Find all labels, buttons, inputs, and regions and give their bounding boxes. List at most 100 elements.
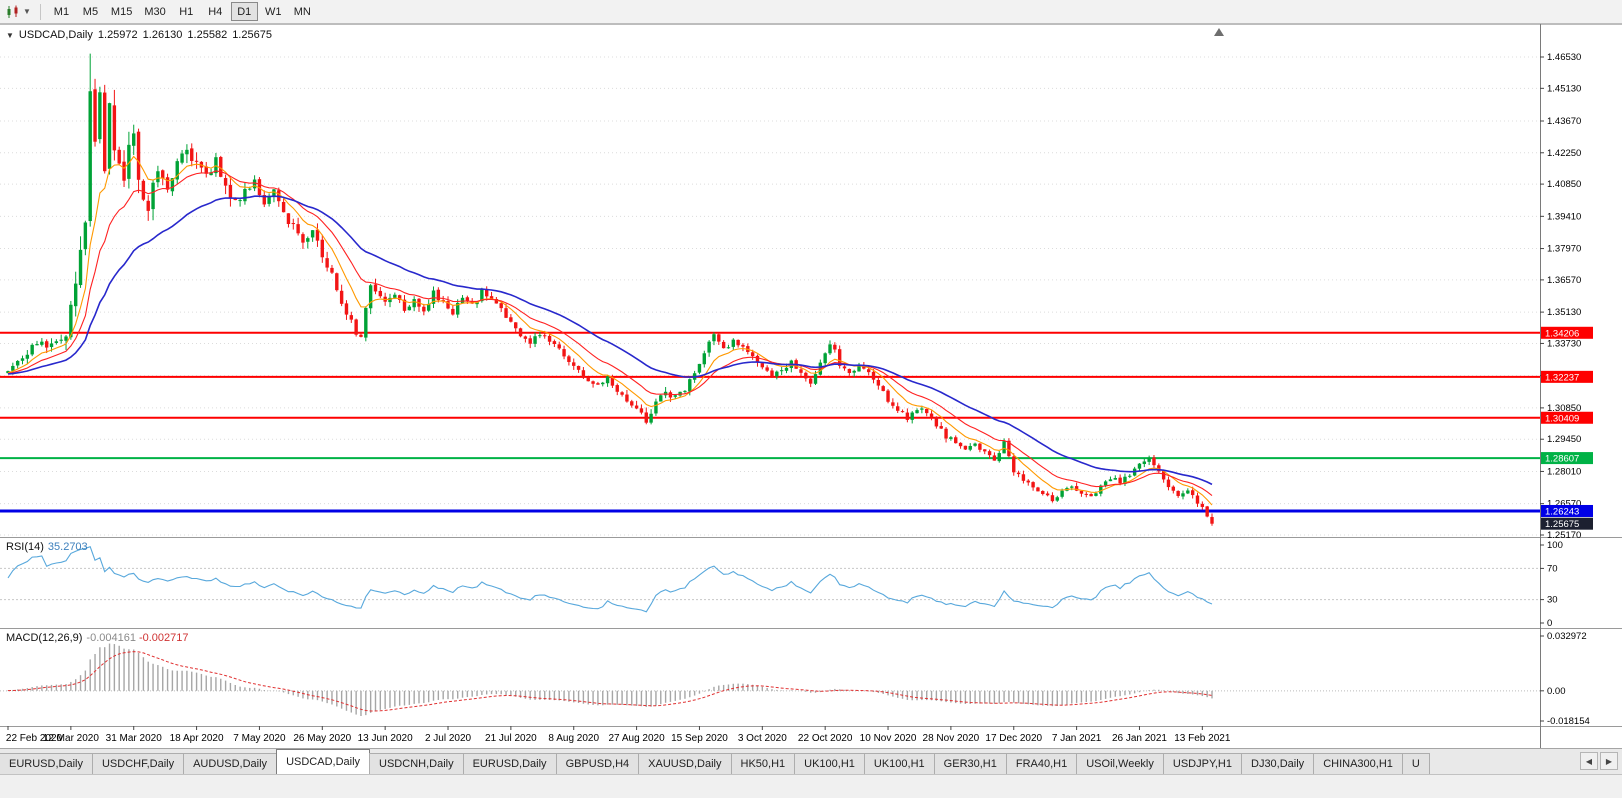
price-level-badge bbox=[1541, 504, 1593, 517]
timeframe-m1-button[interactable]: M1 bbox=[48, 2, 75, 21]
price-tick-label: 1.28010 bbox=[1547, 466, 1581, 477]
macd-indicator-label: MACD(12,26,9) -0.004161 -0.002717 bbox=[6, 632, 189, 644]
macd-plot bbox=[0, 643, 1540, 717]
chart-tab-china300-h1[interactable]: CHINA300,H1 bbox=[1313, 753, 1403, 774]
date-tick-label: 15 Sep 2020 bbox=[671, 733, 728, 744]
chart-tab-hk50-h1[interactable]: HK50,H1 bbox=[730, 753, 796, 774]
timeframe-h4-button[interactable]: H4 bbox=[202, 2, 229, 21]
symbol-dropdown-icon[interactable]: ▼ bbox=[6, 30, 14, 40]
date-tick-label: 3 Oct 2020 bbox=[738, 733, 787, 744]
timeframe-w1-button[interactable]: W1 bbox=[260, 2, 287, 21]
chart-tab-ger30-h1[interactable]: GER30,H1 bbox=[933, 753, 1007, 774]
tabs-scroll-left-button[interactable]: ◀ bbox=[1580, 752, 1598, 770]
timeframe-m15-button[interactable]: M15 bbox=[106, 2, 137, 21]
price-level-label: 1.30409 bbox=[1545, 413, 1579, 424]
chart-tab-usoil-weekly[interactable]: USOil,Weekly bbox=[1076, 753, 1164, 774]
chart-tab-u[interactable]: U bbox=[1401, 753, 1430, 774]
macd-name: MACD(12,26,9) bbox=[6, 632, 83, 644]
date-tick-label: 28 Nov 2020 bbox=[923, 733, 980, 744]
chart-tab-eurusd-daily[interactable]: EURUSD,Daily bbox=[0, 753, 93, 774]
chart-tab-usdcad-daily[interactable]: USDCAD,Daily bbox=[276, 749, 371, 774]
price-tick-label: 1.46530 bbox=[1547, 52, 1581, 63]
tabs-scroll-right-button[interactable]: ▶ bbox=[1600, 752, 1618, 770]
chart-tab-dj30-daily[interactable]: DJ30,Daily bbox=[1241, 753, 1315, 774]
close-value: 1.25675 bbox=[232, 29, 272, 41]
chart-tab-usdcnh-daily[interactable]: USDCNH,Daily bbox=[369, 753, 464, 774]
price-level-label: 1.28607 bbox=[1545, 454, 1579, 465]
date-tick-label: 22 Feb 2020 bbox=[6, 733, 63, 744]
moving-average-fast-orange bbox=[7, 155, 1213, 506]
date-tick-label: 12 Mar 2020 bbox=[43, 733, 100, 744]
price-tick-label: 1.39410 bbox=[1547, 211, 1581, 222]
high-value: 1.26130 bbox=[142, 29, 183, 41]
chart-type-caret-icon[interactable]: ▼ bbox=[23, 7, 31, 16]
date-tick-label: 13 Feb 2021 bbox=[1174, 733, 1231, 744]
timeframe-m30-button[interactable]: M30 bbox=[139, 2, 170, 21]
price-chart-canvas[interactable]: 1.46530 1.45130 1.43670 1.42250 1.40850 1.394… bbox=[0, 24, 1622, 748]
price-level-label: 1.34206 bbox=[1545, 328, 1579, 339]
chart-tab-usdjpy-h1[interactable]: USDJPY,H1 bbox=[1162, 753, 1242, 774]
macd-signal-value: -0.002717 bbox=[138, 632, 189, 644]
timeframe-group: M1 M5 M15 M30 H1 H4 D1 W1 MN bbox=[47, 2, 317, 22]
price-tick-label: 1.33730 bbox=[1547, 338, 1581, 349]
price-tick-label: 1.36570 bbox=[1547, 275, 1581, 286]
current-price-badge bbox=[1541, 517, 1593, 530]
candlesticks[interactable] bbox=[6, 53, 1214, 526]
chart-tab-xauusd-daily[interactable]: XAUUSD,Daily bbox=[638, 753, 732, 774]
price-level-badge bbox=[1541, 326, 1593, 339]
chart-shift-marker[interactable] bbox=[1214, 28, 1224, 36]
date-tick-label: 13 Jun 2020 bbox=[358, 733, 413, 744]
timeframe-d1-button[interactable]: D1 bbox=[230, 2, 258, 22]
price-tick-label: 1.35130 bbox=[1547, 307, 1581, 318]
current-price-label: 1.25675 bbox=[1545, 519, 1579, 530]
price-tick-label: 1.26570 bbox=[1547, 499, 1581, 510]
macd-tick-label: 0.032972 bbox=[1547, 631, 1587, 642]
chart-tab-audusd-daily[interactable]: AUDUSD,Daily bbox=[183, 753, 278, 774]
rsi-indicator-label: RSI(14) 35.2703 bbox=[6, 541, 88, 553]
chart-tab-uk100-h1[interactable]: UK100,H1 bbox=[794, 753, 865, 774]
rsi-value: 35.2703 bbox=[47, 541, 88, 553]
price-gridlines bbox=[0, 56, 1540, 536]
chart-title: ▼ USDCAD,Daily 1.25972 1.26130 1.25582 1… bbox=[6, 29, 272, 41]
timeframe-m5-button[interactable]: M5 bbox=[77, 2, 104, 21]
rsi-plot bbox=[0, 545, 1540, 613]
date-tick-label: 27 Aug 2020 bbox=[609, 733, 666, 744]
chart-tab-gbpusd-h4[interactable]: GBPUSD,H4 bbox=[555, 753, 640, 774]
price-level-badge bbox=[1541, 411, 1593, 424]
timeframe-h1-button[interactable]: H1 bbox=[173, 2, 200, 21]
chart-tabs: EURUSD,Daily USDCHF,Daily AUDUSD,Daily USDC… bbox=[0, 748, 1576, 774]
status-bar bbox=[0, 774, 1622, 798]
chart-tabbar: EURUSD,Daily USDCHF,Daily AUDUSD,Daily USDC… bbox=[0, 748, 1622, 774]
open-value: 1.25972 bbox=[97, 29, 138, 41]
candlestick-chart-glyph bbox=[7, 5, 18, 18]
price-level-label: 1.26243 bbox=[1545, 506, 1579, 517]
timeframe-mn-button[interactable]: MN bbox=[289, 2, 316, 21]
rsi-tick-label: 100 bbox=[1547, 540, 1563, 551]
date-tick-label: 8 Aug 2020 bbox=[548, 733, 599, 744]
date-tick-label: 21 Jul 2020 bbox=[485, 733, 537, 744]
chart-area[interactable]: 1.46530 1.45130 1.43670 1.42250 1.40850 1.394… bbox=[0, 24, 1622, 748]
date-tick-label: 17 Dec 2020 bbox=[985, 733, 1042, 744]
chart-type-icon[interactable] bbox=[4, 3, 22, 21]
rsi-tick-label: 30 bbox=[1547, 595, 1558, 606]
date-tick-label: 2 Jul 2020 bbox=[425, 733, 472, 744]
top-toolbar: ▼ M1 M5 M15 M30 H1 H4 D1 W1 MN bbox=[0, 0, 1622, 24]
chart-tab-usdchf-daily[interactable]: USDCHF,Daily bbox=[91, 753, 185, 774]
price-level-badge bbox=[1541, 370, 1593, 383]
tab-scroll-controls: ◀ ▶ bbox=[1576, 748, 1622, 774]
price-level-label: 1.32237 bbox=[1545, 372, 1579, 383]
price-level-badge bbox=[1541, 452, 1593, 465]
rsi-name: RSI(14) bbox=[6, 541, 44, 553]
price-tick-label: 1.25170 bbox=[1547, 530, 1581, 541]
chart-tab-eurusd-daily[interactable]: EURUSD,Daily bbox=[462, 753, 557, 774]
date-tick-label: 7 Jan 2021 bbox=[1052, 733, 1102, 744]
moving-average-slow-blue bbox=[7, 195, 1213, 486]
macd-tick-label: -0.018154 bbox=[1547, 716, 1590, 727]
chart-tab-uk100-h1[interactable]: UK100,H1 bbox=[863, 753, 935, 774]
rsi-tick-label: 70 bbox=[1547, 563, 1558, 574]
macd-main-value: -0.004161 bbox=[86, 632, 136, 644]
price-tick-label: 1.37970 bbox=[1547, 244, 1581, 255]
price-tick-label: 1.45130 bbox=[1547, 83, 1581, 94]
chart-tab-fra40-h1[interactable]: FRA40,H1 bbox=[1005, 753, 1078, 774]
